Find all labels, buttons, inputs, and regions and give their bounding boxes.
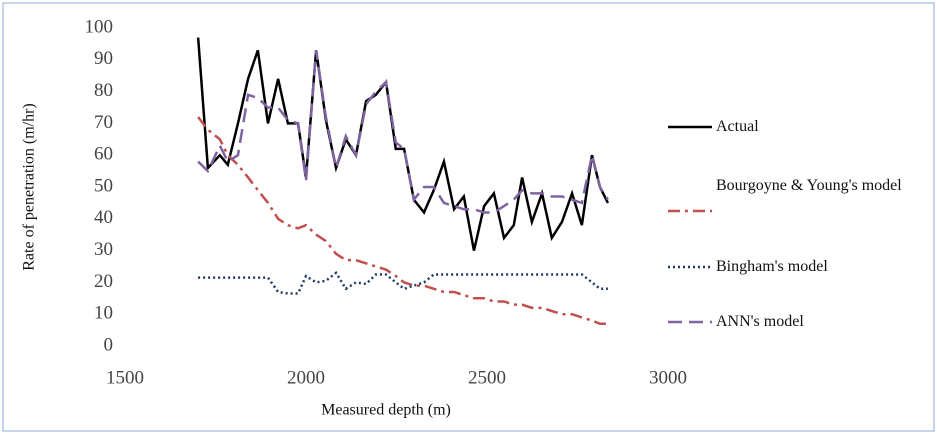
series-line: [197, 116, 608, 325]
legend-label: Bingham's model: [716, 258, 828, 275]
legend-label: Actual: [716, 118, 759, 135]
y-tick-label: 90: [94, 48, 113, 69]
y-tick-label: 50: [94, 175, 113, 196]
x-tick-label: 3000: [649, 367, 687, 388]
y-tick-label: 70: [94, 112, 113, 133]
y-tick-label: 100: [85, 16, 114, 37]
x-tick-label: 2000: [287, 367, 325, 388]
y-tick-label: 0: [104, 334, 114, 355]
y-tick-label: 60: [94, 144, 113, 165]
legend-label: ANN's model: [716, 313, 804, 330]
series-line: [197, 50, 609, 214]
series-line: [196, 37, 610, 251]
y-tick-label: 40: [94, 207, 113, 228]
y-tick-label: 10: [94, 303, 113, 324]
x-tick-label: 1500: [106, 367, 144, 388]
y-tick-label: 30: [94, 239, 113, 260]
y-tick-label: 80: [94, 80, 113, 101]
x-tick-label: 2500: [468, 367, 506, 388]
legend-label: Bourgoyne & Young's model: [716, 177, 902, 194]
x-axis-title: Measured depth (m): [321, 402, 451, 419]
y-tick-label: 20: [94, 271, 113, 292]
y-axis-title: Rate of penetration (m/hr): [21, 103, 38, 271]
series-line: [198, 271, 608, 295]
